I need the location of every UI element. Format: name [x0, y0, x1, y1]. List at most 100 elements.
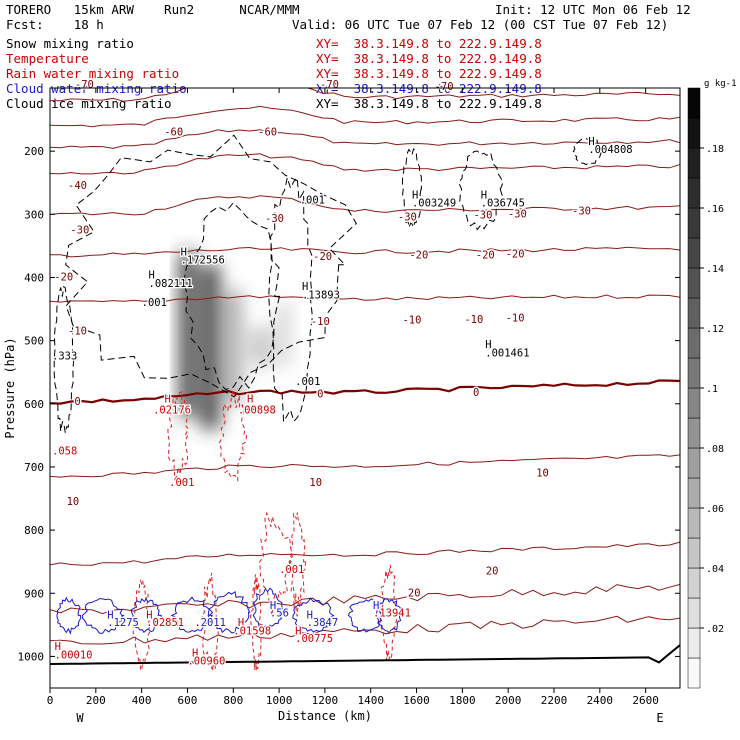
- maximum-label: .00960: [187, 656, 225, 668]
- isotherm-label: 10: [309, 477, 322, 489]
- colorbar-bin: [687, 567, 701, 599]
- isotherm-label: -30: [70, 224, 89, 236]
- legend-name-cloud-water: Cloud water mixing ratio: [6, 81, 187, 96]
- isotherm-label: -40: [68, 180, 87, 192]
- isotherm-label: -10: [311, 316, 330, 328]
- maximum-label: H: [295, 625, 301, 637]
- isotherm-label: -10: [464, 314, 483, 326]
- maximum-label: .082111: [149, 278, 193, 290]
- cloud-water-contour-4: [207, 590, 251, 634]
- colorbar-tick-label: .14: [706, 264, 724, 275]
- maximum-label: H: [270, 600, 276, 612]
- isotherm-label: 10: [67, 496, 80, 508]
- rain-contour-3: [288, 512, 307, 617]
- legend-xy-temperature: XY= 38.3.149.8 to 222.9.149.8: [316, 51, 542, 66]
- maximum-label: H: [55, 641, 61, 653]
- x-tick-label: 600: [178, 694, 198, 707]
- isotherm-label: -10: [506, 313, 525, 325]
- y-tick-label: 600: [24, 398, 44, 411]
- cloud-water-contour-6: [292, 597, 335, 633]
- header-model: TORERO 15km ARW Run2 NCAR/MMM: [6, 2, 300, 17]
- isotherm-label: 0: [317, 388, 323, 400]
- maximum-label: .00898: [238, 404, 276, 416]
- x-tick-label: 1200: [312, 694, 339, 707]
- header-fcst: Fcst: 18 h: [6, 17, 104, 32]
- ice-shade-4: [277, 302, 290, 366]
- x-axis-label: Distance (km): [278, 709, 372, 723]
- colorbar-tick-label: .06: [706, 504, 724, 515]
- rain-contour-6: [132, 579, 151, 672]
- snow-contour-1580: [401, 148, 422, 230]
- east-end-label: E: [656, 711, 663, 725]
- maximum-label: H: [238, 617, 244, 629]
- cloud-water-contour-1: [81, 598, 125, 634]
- legend-name-snow: Snow mixing ratio: [6, 36, 134, 51]
- colorbar-tick-label: .04: [706, 564, 724, 575]
- maximum-label: .172556: [181, 255, 225, 267]
- cloud-water-contour-2: [130, 598, 162, 633]
- maximum-label: .001: [300, 195, 325, 207]
- snow-contour-inner: [183, 202, 281, 391]
- snow-contour-1880: [458, 150, 504, 231]
- isotherm-label: 20: [486, 565, 499, 577]
- ice-shade-3: [251, 328, 270, 366]
- header-valid: Valid: 06 UTC Tue 07 Feb 12 (00 CST Tue …: [292, 17, 669, 32]
- colorbar-bin: [687, 477, 701, 509]
- x-tick-label: 1000: [266, 694, 293, 707]
- maximum-label: H: [307, 610, 313, 622]
- colorbar-bin: [687, 297, 701, 329]
- colorbar-bin: [687, 357, 701, 389]
- y-tick-label: 700: [24, 461, 44, 474]
- snow-contour-main: [65, 134, 357, 398]
- colorbar-bin: [687, 177, 701, 209]
- colorbar-bin: [687, 597, 701, 629]
- ice-shade-2: [225, 290, 242, 404]
- colorbar-bin: [687, 507, 701, 539]
- isotherm-label: -30: [265, 213, 284, 225]
- isotherm-label: -60: [164, 126, 183, 138]
- maximum-label: H: [146, 610, 152, 622]
- colorbar-bin: [687, 657, 701, 689]
- snow-contour-2350: [572, 138, 603, 166]
- legend-name-rain: Rain water mixing ratio: [6, 66, 180, 81]
- cloud-water-contour-3: [170, 596, 214, 633]
- isotherm-20: [50, 541, 680, 566]
- colorbar-tick-label: .18: [706, 144, 724, 155]
- maximum-label: H: [149, 270, 155, 282]
- y-axis-label: Pressure (hPa): [3, 337, 17, 438]
- isotherm-label: 0: [473, 387, 479, 399]
- colorbar-bin: [687, 117, 701, 149]
- maximum-label: .001: [279, 564, 304, 576]
- isotherm-0: [50, 379, 680, 405]
- cloud-water-contour-7: [347, 598, 384, 633]
- isotherm-label: 0: [74, 396, 80, 408]
- legend-xy-snow: XY= 38.3.149.8 to 222.9.149.8: [316, 36, 542, 51]
- x-tick-label: 1600: [403, 694, 430, 707]
- legend-name-cloud-ice: Cloud ice mixing ratio: [6, 96, 172, 111]
- maximum-label: .1275: [107, 617, 139, 629]
- cloud-water-contour-5: [252, 587, 284, 631]
- isotherm-label: -30: [398, 212, 417, 224]
- maximum-label: .02176: [153, 404, 191, 416]
- ice-shade-1: [201, 264, 220, 430]
- rain-contour-7: [250, 574, 263, 671]
- maximum-label: H: [485, 339, 491, 351]
- colorbar-bin: [687, 207, 701, 239]
- colorbar-bin: [687, 237, 701, 269]
- maximum-label: .333: [52, 351, 77, 363]
- maximum-label: H: [165, 394, 171, 406]
- y-tick-label: 800: [24, 524, 44, 537]
- ground-surface: [49, 644, 681, 665]
- maximum-label: H: [192, 647, 198, 659]
- maximum-label: .00775: [295, 633, 333, 645]
- colorbar-tick-label: .16: [706, 204, 724, 215]
- colorbar-bin: [687, 537, 701, 569]
- header-init: Init: 12 UTC Mon 06 Feb 12: [495, 2, 691, 17]
- isotherm-label: -30: [508, 208, 527, 220]
- legend-xy-cloud-ice: XY= 38.3.149.8 to 222.9.149.8: [316, 96, 542, 111]
- isotherm-label: -30: [473, 210, 492, 222]
- colorbar-tick-label: .08: [706, 444, 724, 455]
- colorbar-bin: [687, 447, 701, 479]
- colorbar-bin: [687, 327, 701, 359]
